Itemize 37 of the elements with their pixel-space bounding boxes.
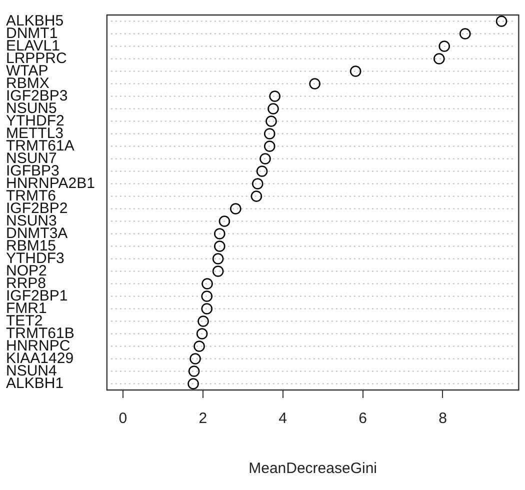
point [230, 203, 242, 214]
point [269, 90, 280, 102]
point [260, 153, 271, 164]
point [250, 190, 262, 202]
point [218, 216, 230, 227]
point [438, 40, 450, 52]
point [201, 290, 213, 302]
point [214, 228, 226, 240]
x-tick-label: 4 [278, 410, 287, 428]
point [268, 103, 279, 114]
point [252, 178, 264, 190]
point [202, 278, 213, 290]
point [256, 166, 268, 177]
point [309, 78, 320, 90]
point [194, 340, 205, 352]
point [350, 66, 362, 77]
point [198, 316, 209, 327]
point [190, 353, 201, 364]
point [433, 53, 445, 64]
x-tick-label: 8 [438, 410, 447, 428]
point [459, 28, 471, 40]
x-tick-label: 2 [198, 410, 208, 428]
point [212, 266, 224, 277]
x-tick-label: 6 [358, 410, 367, 428]
y-tick-label: ALKBH1 [6, 374, 64, 392]
point [196, 328, 208, 340]
point [212, 253, 224, 264]
point [188, 366, 200, 377]
point [264, 140, 276, 152]
point [188, 378, 199, 390]
point [496, 16, 508, 27]
point [266, 116, 277, 127]
x-axis-title: MeanDecreaseGini [248, 460, 378, 478]
point [201, 303, 213, 314]
point [264, 128, 276, 140]
x-tick-label: 0 [118, 410, 128, 428]
point [214, 240, 226, 252]
